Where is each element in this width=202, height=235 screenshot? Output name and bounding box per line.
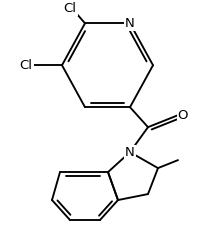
Text: N: N bbox=[125, 146, 135, 159]
Text: O: O bbox=[178, 109, 188, 122]
Text: Cl: Cl bbox=[20, 59, 33, 72]
Text: Cl: Cl bbox=[63, 2, 77, 15]
Text: N: N bbox=[125, 17, 135, 30]
